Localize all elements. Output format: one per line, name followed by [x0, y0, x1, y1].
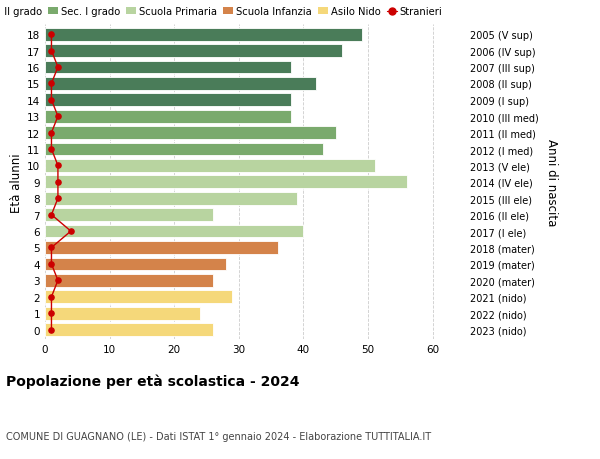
Point — [53, 113, 63, 121]
Bar — [45, 160, 374, 173]
Point — [47, 261, 56, 268]
Legend: Sec. II grado, Sec. I grado, Scuola Primaria, Scuola Infanzia, Asilo Nido, Stran: Sec. II grado, Sec. I grado, Scuola Prim… — [0, 7, 442, 17]
Bar — [45, 307, 200, 320]
Text: COMUNE DI GUAGNANO (LE) - Dati ISTAT 1° gennaio 2024 - Elaborazione TUTTITALIA.I: COMUNE DI GUAGNANO (LE) - Dati ISTAT 1° … — [6, 431, 431, 441]
Point — [66, 228, 76, 235]
Text: Popolazione per età scolastica - 2024: Popolazione per età scolastica - 2024 — [6, 373, 299, 388]
Bar — [45, 111, 290, 123]
Bar — [45, 94, 290, 107]
Bar — [45, 127, 336, 140]
Bar — [45, 143, 323, 156]
Bar — [45, 62, 290, 74]
Bar — [45, 209, 213, 222]
Bar — [45, 176, 407, 189]
Bar — [45, 45, 342, 58]
Bar — [45, 274, 213, 287]
Point — [47, 293, 56, 301]
Point — [47, 129, 56, 137]
Y-axis label: Età alunni: Età alunni — [10, 153, 23, 212]
Bar — [45, 241, 278, 254]
Point — [53, 195, 63, 202]
Point — [47, 326, 56, 334]
Point — [47, 80, 56, 88]
Point — [47, 146, 56, 153]
Point — [47, 48, 56, 55]
Point — [53, 64, 63, 72]
Point — [47, 31, 56, 39]
Point — [47, 97, 56, 104]
Bar — [45, 291, 232, 303]
Point — [47, 244, 56, 252]
Bar — [45, 225, 304, 238]
Bar — [45, 78, 316, 90]
Bar — [45, 192, 297, 205]
Point — [53, 277, 63, 285]
Point — [53, 162, 63, 170]
Bar — [45, 324, 213, 336]
Point — [47, 212, 56, 219]
Bar — [45, 28, 362, 41]
Bar — [45, 258, 226, 271]
Point — [53, 179, 63, 186]
Point — [47, 310, 56, 317]
Y-axis label: Anni di nascita: Anni di nascita — [545, 139, 558, 226]
